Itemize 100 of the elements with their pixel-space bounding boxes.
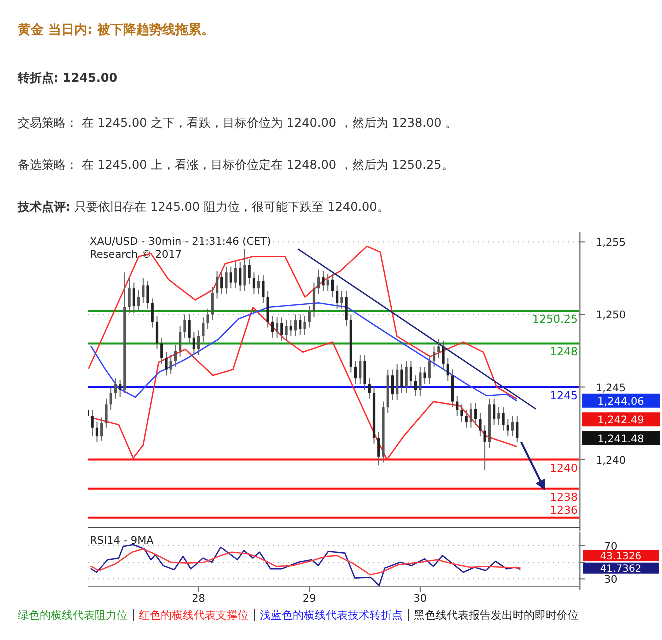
candlestick [248, 259, 251, 285]
candlestick [322, 270, 325, 292]
candlestick [174, 344, 178, 368]
candlestick [479, 412, 482, 438]
candlestick [432, 346, 436, 368]
candlestick [326, 274, 330, 292]
candlestick [391, 369, 394, 401]
candlestick [252, 272, 256, 295]
candlestick [137, 290, 140, 312]
candlestick [234, 262, 238, 290]
candlestick [110, 386, 112, 411]
line-series [90, 306, 518, 460]
candlestick [368, 378, 371, 400]
y-tick-label: 1,245 [596, 382, 626, 394]
text: 黑色线代表报告发出时的即时价位 [414, 609, 579, 622]
candlestick [498, 407, 500, 426]
text: 43.1326 [600, 551, 642, 562]
candlestick [294, 314, 298, 337]
y-tick-label: 70 [604, 540, 618, 553]
candlestick [119, 380, 122, 398]
candlestick [359, 354, 362, 385]
line-series [90, 548, 521, 576]
candlestick [285, 320, 288, 342]
text: 1,241.48 [598, 433, 644, 446]
candlestick [419, 366, 422, 396]
candlestick [165, 352, 168, 376]
ref-line-label: 1238 [550, 490, 578, 504]
candlestick [262, 275, 265, 304]
y-tick-label: 1,255 [596, 237, 626, 250]
candlestick [474, 402, 478, 426]
candlestick [100, 417, 104, 442]
candlestick [280, 317, 284, 342]
candlestick [142, 278, 145, 304]
candlestick [114, 378, 118, 400]
candlestick [206, 308, 210, 330]
ref-line-label: 1240 [550, 462, 578, 475]
line-series [90, 544, 521, 586]
text: 1,244.06 [598, 396, 645, 408]
text: 交易策略： 在 1245.00 之下，看跌，目标价位为 1240.00 ，然后为 1238.00 。 [18, 116, 458, 130]
candlestick [400, 364, 404, 394]
candlestick [96, 422, 99, 443]
candlestick [170, 354, 172, 375]
candlestick [128, 276, 131, 314]
candlestick [230, 266, 232, 290]
y-tick-label: 1,250 [596, 310, 626, 322]
text: 转折点: 1245.00 [17, 71, 118, 85]
candlestick [304, 316, 306, 336]
candlestick [378, 432, 380, 466]
candlestick [502, 407, 505, 432]
candlestick [438, 338, 440, 359]
candlestick [516, 416, 519, 443]
candlestick [442, 340, 445, 370]
ref-line-label: 1250.25 [532, 313, 578, 326]
line-series [88, 246, 518, 400]
ref-line-label: 1236 [550, 504, 578, 517]
candlestick [244, 248, 246, 292]
annotation: XAU/USD - 30min - 21:31:46 (CET) [90, 236, 272, 248]
candlestick [308, 306, 311, 328]
text: 技术点评: 只要依旧存在 1245.00 阻力位，很可能下跌至 1240.00。 [17, 200, 390, 214]
candlestick [225, 266, 228, 295]
candlestick [188, 314, 191, 344]
candlestick [465, 410, 468, 428]
candlestick [340, 290, 344, 310]
candlestick [456, 395, 459, 417]
candlestick [484, 424, 486, 470]
candlestick [354, 360, 358, 385]
text: 浅蓝色的横线代表技术转折点 [260, 609, 403, 622]
candlestick [299, 314, 302, 336]
ref-line-label: 1248 [550, 346, 578, 359]
candlestick [216, 270, 219, 300]
candlestick [105, 398, 108, 428]
candlestick [460, 404, 464, 423]
candlestick [151, 298, 154, 328]
candlestick [318, 269, 320, 295]
candlestick [146, 280, 150, 310]
candlestick [179, 326, 182, 358]
chart-title: RSI14 - 9MA [90, 535, 155, 547]
candlestick [414, 375, 418, 396]
candlestick [271, 316, 274, 338]
candlestick [211, 286, 214, 322]
candlestick [364, 354, 366, 391]
candlestick [424, 366, 426, 385]
candlestick [276, 317, 279, 338]
candlestick [239, 262, 242, 292]
chart-title: 黄金 当日内: 被下降趋势线拖累。 [17, 22, 214, 38]
candlestick [336, 285, 339, 310]
candlestick [91, 410, 94, 438]
text: 41.7362 [600, 564, 642, 575]
candlestick [184, 314, 186, 338]
candlestick [258, 275, 260, 295]
candlestick [428, 354, 431, 385]
candlestick [506, 418, 510, 438]
candlestick [192, 332, 196, 356]
ref-line-label: 1245 [550, 389, 578, 402]
candlestick [446, 358, 450, 382]
candlestick [331, 274, 334, 298]
y-tick-label: 30 [604, 574, 618, 586]
candlestick [470, 402, 473, 428]
candlestick [493, 398, 496, 426]
text: 1,242.49 [598, 414, 644, 427]
